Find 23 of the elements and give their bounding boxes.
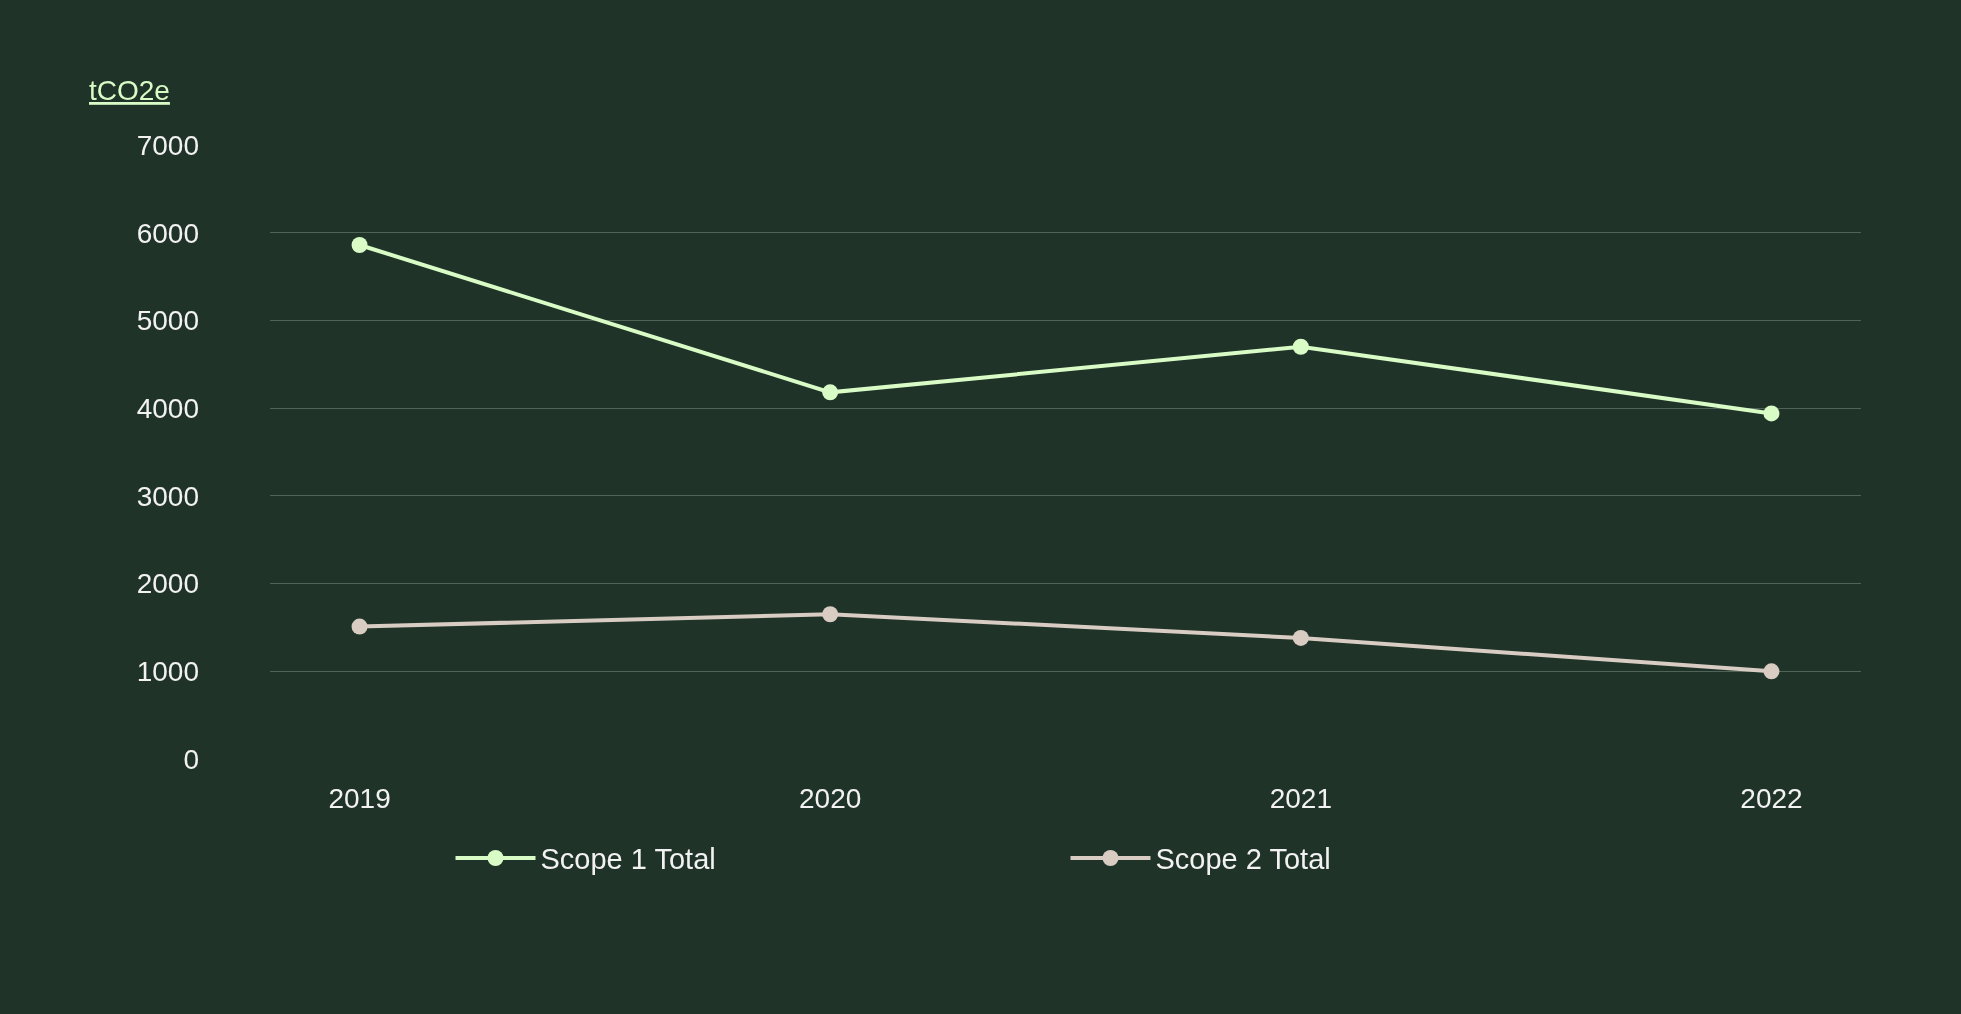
point (1763, 663, 1780, 680)
point (822, 606, 839, 623)
point (1292, 629, 1309, 646)
y-tick-label: 4000 (136, 392, 199, 424)
legend-label: Scope 1 Total (540, 843, 716, 876)
point (1763, 405, 1780, 422)
legend-label: Scope 2 Total (1155, 843, 1331, 876)
y-tick-label: 1000 (136, 656, 199, 688)
x-tick-label: 2022 (1740, 783, 1803, 814)
y-tick-label: 3000 (136, 480, 199, 512)
point (351, 618, 368, 635)
point (822, 384, 839, 401)
y-tick-label: 2000 (136, 568, 199, 600)
y-tick-label: 7000 (136, 129, 199, 161)
x-tick-label: 2020 (799, 783, 862, 814)
x-tick-label: 2021 (1269, 783, 1332, 814)
x-tick-label: 2019 (328, 783, 391, 814)
y-tick-label: 0 (183, 743, 199, 775)
y-tick-label: 6000 (136, 217, 199, 249)
point (1292, 338, 1309, 355)
point (351, 236, 368, 253)
y-tick-label: 5000 (136, 305, 199, 337)
y-axis-title: tCO2e (89, 75, 170, 106)
